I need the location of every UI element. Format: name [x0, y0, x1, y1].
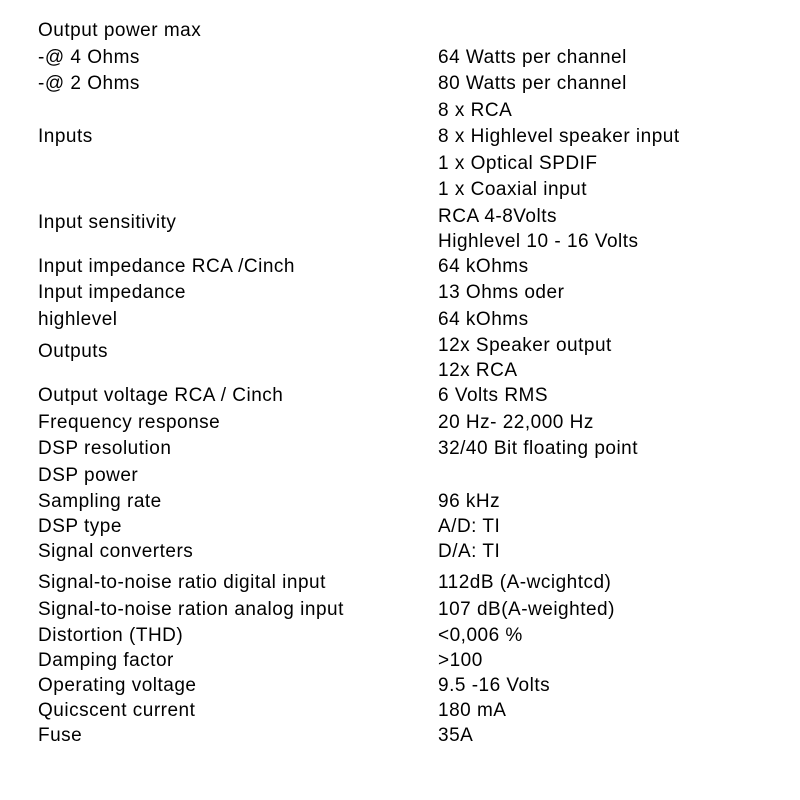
freq-response-label: Frequency response: [38, 410, 438, 437]
spec-table: Output power max -@ 4 Ohms 64 Watts per …: [0, 0, 800, 748]
input-sensitivity-value-0: RCA 4-8Volts: [438, 204, 770, 229]
at-4-ohms-label: -@ 4 Ohms: [38, 45, 438, 72]
input-imp-rca-value: 64 kOhms: [438, 254, 770, 281]
snr-analog-value: 107 dB(A-weighted): [438, 597, 770, 624]
distortion-value: <0,006 %: [438, 623, 770, 648]
fuse-label: Fuse: [38, 723, 438, 748]
signal-converters-value-0: A/D: TI: [438, 514, 770, 539]
inputs-value-0: 8 x RCA: [438, 98, 770, 125]
damping-value: >100: [438, 648, 770, 673]
damping-label: Damping factor: [38, 648, 438, 673]
signal-converters-value-1: D/A: TI: [438, 539, 770, 564]
output-voltage-label: Output voltage RCA / Cinch: [38, 383, 438, 410]
sampling-rate-label: Sampling rate: [38, 489, 438, 514]
quiescent-label: Quicscent current: [38, 698, 438, 723]
distortion-label: Distortion (THD): [38, 623, 438, 648]
inputs-value-3: 1 x Coaxial input: [438, 177, 770, 204]
snr-digital-value: 112dB (A-wcightcd): [438, 570, 770, 597]
dsp-resolution-label: DSP resolution: [38, 436, 438, 463]
input-sensitivity-label: Input sensitivity: [38, 210, 438, 237]
sampling-rate-value: 96 kHz: [438, 489, 770, 514]
output-voltage-value: 6 Volts RMS: [438, 383, 770, 410]
input-imp-label-1: Input impedance: [38, 280, 438, 307]
input-imp-value-2: 64 kOhms: [438, 307, 770, 334]
input-imp-label-2: highlevel: [38, 307, 438, 334]
outputs-value-1: 12x RCA: [438, 358, 770, 383]
outputs-value-0: 12x Speaker output: [438, 333, 770, 358]
at-4-ohms-value: 64 Watts per channel: [438, 45, 770, 72]
outputs-label: Outputs: [38, 339, 438, 366]
snr-digital-label: Signal-to-noise ratio digital input: [38, 570, 438, 597]
fuse-value: 35A: [438, 723, 770, 748]
at-2-ohms-value: 80 Watts per channel: [438, 71, 770, 98]
op-voltage-value: 9.5 -16 Volts: [438, 673, 770, 698]
dsp-power-label: DSP power: [38, 463, 438, 490]
input-sensitivity-value-1: Highlevel 10 - 16 Volts: [438, 229, 770, 254]
signal-converters-label: Signal converters: [38, 539, 438, 564]
at-2-ohms-label: -@ 2 Ohms: [38, 71, 438, 98]
dsp-type-label: DSP type: [38, 514, 438, 539]
quiescent-value: 180 mA: [438, 698, 770, 723]
snr-analog-label: Signal-to-noise ration analog input: [38, 597, 438, 624]
output-power-max-label: Output power max: [38, 18, 438, 45]
op-voltage-label: Operating voltage: [38, 673, 438, 698]
input-imp-rca-label: Input impedance RCA /Cinch: [38, 254, 438, 281]
input-imp-value-1: 13 Ohms oder: [438, 280, 770, 307]
freq-response-value: 20 Hz- 22,000 Hz: [438, 410, 770, 437]
inputs-value-1: 8 x Highlevel speaker input: [438, 124, 770, 151]
dsp-resolution-value: 32/40 Bit floating point: [438, 436, 770, 463]
inputs-label: Inputs: [38, 124, 438, 151]
inputs-value-2: 1 x Optical SPDIF: [438, 151, 770, 178]
